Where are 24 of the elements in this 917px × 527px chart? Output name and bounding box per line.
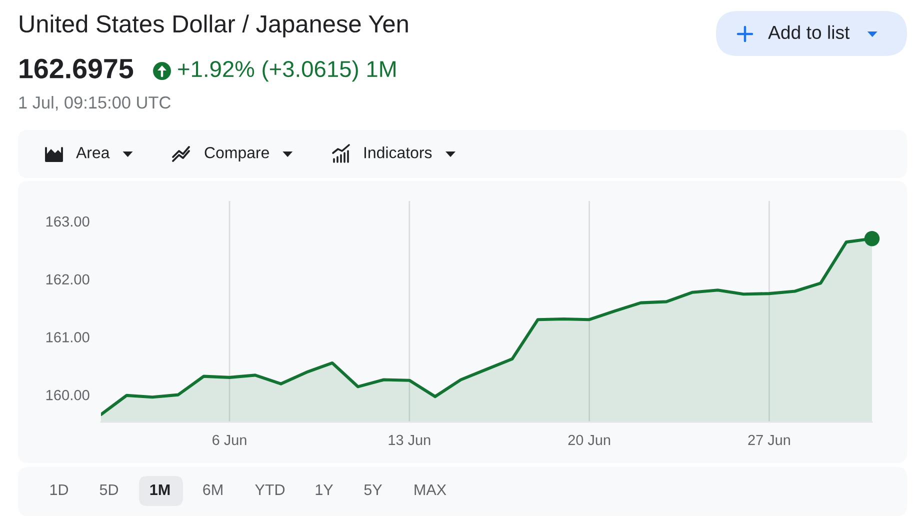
chart-subtitle: 162.6975 <box>20 58 134 78</box>
text: 6M <box>203 484 222 496</box>
y-tick-label: 162.00 <box>46 274 90 285</box>
text: 1Y <box>316 484 334 495</box>
text: 1 Jul, 09:15:00 UTC <box>19 96 171 111</box>
text: Add to list <box>768 25 850 39</box>
chart-title: United States Dollar / Japanese Yen <box>20 14 408 38</box>
text: 5D <box>100 484 118 496</box>
text: 5Y <box>364 484 382 496</box>
text: +1.92% (+3.0615) 1M <box>178 60 396 82</box>
text: MAX <box>414 484 446 495</box>
y-tick-label: 160.00 <box>46 390 90 400</box>
text: 1D <box>50 484 68 495</box>
x-tick-label: 6 Jun <box>212 434 246 446</box>
text: Compare <box>204 146 269 162</box>
text: 1M <box>150 484 170 495</box>
y-tick-label: 161.00 <box>46 332 90 342</box>
text: YTD <box>255 484 285 495</box>
x-tick-label: 20 Jun <box>568 434 610 446</box>
text: Indicators <box>364 146 432 158</box>
y-tick-label: 163.00 <box>46 216 90 227</box>
text: Area <box>76 147 110 158</box>
x-tick-label: 27 Jun <box>748 434 790 446</box>
x-tick-label: 13 Jun <box>388 434 430 446</box>
